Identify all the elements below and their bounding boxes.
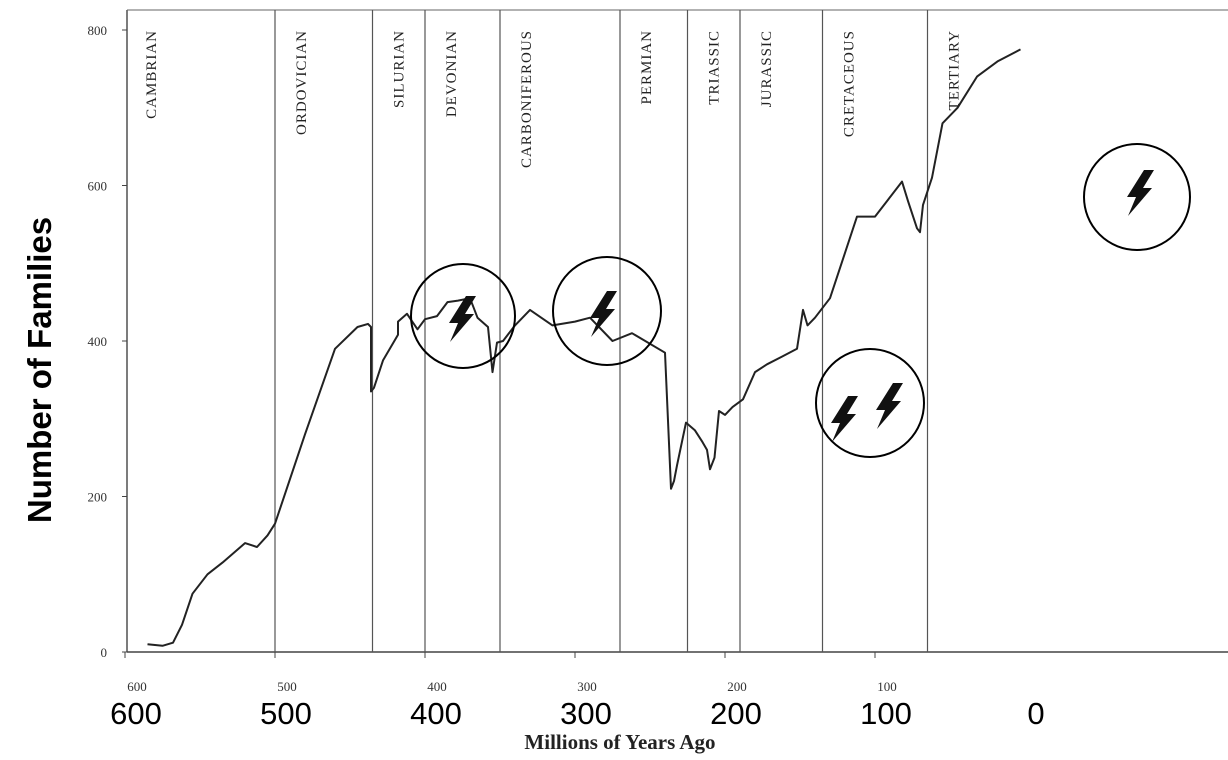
- x-tick-label-original: 100: [877, 679, 897, 694]
- extinction-markers: [410, 143, 1191, 458]
- x-tick-label-overlay: 100: [860, 696, 912, 731]
- x-tick-label-overlay: 0: [1027, 696, 1044, 731]
- plot-frame: [126, 9, 1228, 653]
- lightning-bolt-icon: [876, 383, 903, 429]
- y-tick-label: 600: [88, 179, 108, 194]
- x-tick-label-overlay: 600: [110, 696, 162, 731]
- period-label-tertiary: TERTIARY: [947, 30, 963, 110]
- x-tick-label-overlay: 300: [560, 696, 612, 731]
- y-tick-label: 800: [88, 23, 108, 38]
- period-label-ordovician: ORDOVICIAN: [294, 30, 310, 135]
- period-label-cambrian: CAMBRIAN: [144, 30, 160, 119]
- extinction-circle: [815, 348, 925, 458]
- y-tick-label: 200: [88, 490, 108, 505]
- x-tick-label-overlay: 400: [410, 696, 462, 731]
- x-tick-label-original: 400: [427, 679, 447, 694]
- period-label-triassic: TRIASSIC: [707, 30, 723, 105]
- x-tick-label-original: 500: [277, 679, 297, 694]
- period-label-devonian: DEVONIAN: [444, 30, 460, 117]
- period-boundaries: [274, 10, 929, 652]
- period-label-permian: PERMIAN: [639, 30, 655, 105]
- lightning-bolt-icon: [590, 291, 617, 337]
- x-axis-ticks-overlay: 600 500 400 300 200 100 0: [110, 696, 1044, 731]
- x-tick-label-overlay: 200: [710, 696, 762, 731]
- x-tick-label-overlay: 500: [260, 696, 312, 731]
- x-axis-label: Millions of Years Ago: [524, 730, 715, 754]
- period-label-carboniferous: CARBONIFEROUS: [519, 30, 535, 168]
- y-axis-ticks: 0 200 400 600 800: [88, 23, 127, 660]
- extinction-circle: [1083, 143, 1191, 251]
- lightning-bolt-icon: [449, 296, 476, 342]
- period-labels: CAMBRIAN ORDOVICIAN SILURIAN DEVONIAN CARBON…: [144, 30, 963, 168]
- period-label-cretaceous: CRETACEOUS: [842, 30, 858, 137]
- extinction-circle: [552, 256, 662, 366]
- extinction-circle: [410, 263, 516, 369]
- lightning-bolt-icon: [1127, 170, 1154, 216]
- x-axis-ticks-original: 600 500 400 300 200 100: [124, 652, 897, 694]
- x-tick-label-original: 300: [577, 679, 597, 694]
- period-label-jurassic: JURASSIC: [759, 30, 775, 107]
- y-tick-label: 400: [88, 334, 108, 349]
- y-tick-label: 0: [101, 645, 108, 660]
- family-count-line: [147, 48, 1021, 647]
- x-tick-label-original: 600: [127, 679, 147, 694]
- series-group: [147, 48, 1021, 647]
- lightning-bolt-icon: [831, 396, 858, 442]
- y-axis-label: Number of Families: [21, 217, 58, 523]
- period-label-silurian: SILURIAN: [392, 30, 408, 108]
- x-tick-label-original: 200: [727, 679, 747, 694]
